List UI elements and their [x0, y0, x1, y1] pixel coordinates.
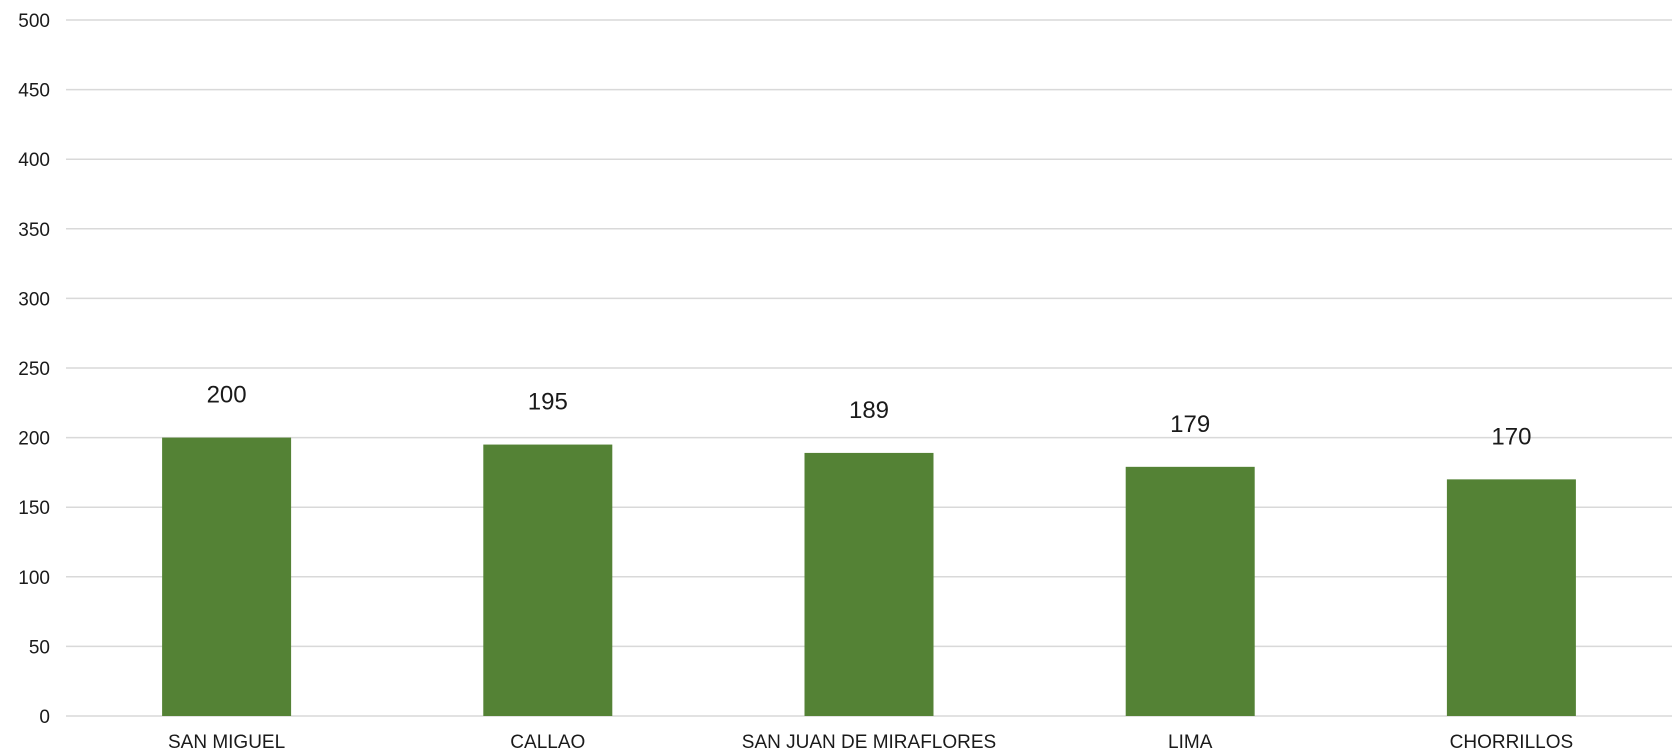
y-tick-label: 300 [18, 289, 50, 310]
y-tick-label: 0 [39, 707, 50, 728]
x-category-label: LIMA [1168, 732, 1213, 752]
y-tick-label: 250 [18, 359, 50, 380]
y-tick-label: 200 [18, 429, 50, 450]
x-category-label: CHORRILLOS [1450, 732, 1574, 752]
bar [1446, 479, 1576, 716]
data-labels: 200 195 189 179 170 [207, 382, 1532, 451]
bars [162, 437, 1576, 716]
bar [804, 452, 934, 716]
bar [483, 444, 613, 716]
gridlines [66, 19, 1672, 717]
y-tick-label: 50 [29, 637, 50, 658]
x-category-label: SAN MIGUEL [168, 732, 285, 752]
y-tick-label: 450 [18, 81, 50, 102]
x-axis-category-labels: SAN MIGUEL CALLAO SAN JUAN DE MIRAFLORES LI… [168, 732, 1573, 752]
x-category-label: SAN JUAN DE MIRAFLORES [742, 732, 996, 752]
data-label: 179 [1170, 411, 1210, 438]
x-category-label: CALLAO [510, 732, 585, 752]
bar [162, 437, 292, 716]
y-tick-label: 100 [18, 568, 50, 589]
data-label: 200 [207, 382, 247, 409]
bar [1125, 466, 1255, 716]
y-tick-label: 350 [18, 220, 50, 241]
y-tick-label: 150 [18, 498, 50, 519]
y-tick-label: 400 [18, 150, 50, 171]
data-label: 170 [1491, 423, 1531, 450]
y-axis-tick-labels: 0 50 100 150 200 250 300 350 400 450 500 [18, 11, 50, 728]
data-label: 189 [849, 397, 889, 424]
y-tick-label: 500 [18, 11, 50, 32]
data-label: 195 [528, 389, 568, 416]
